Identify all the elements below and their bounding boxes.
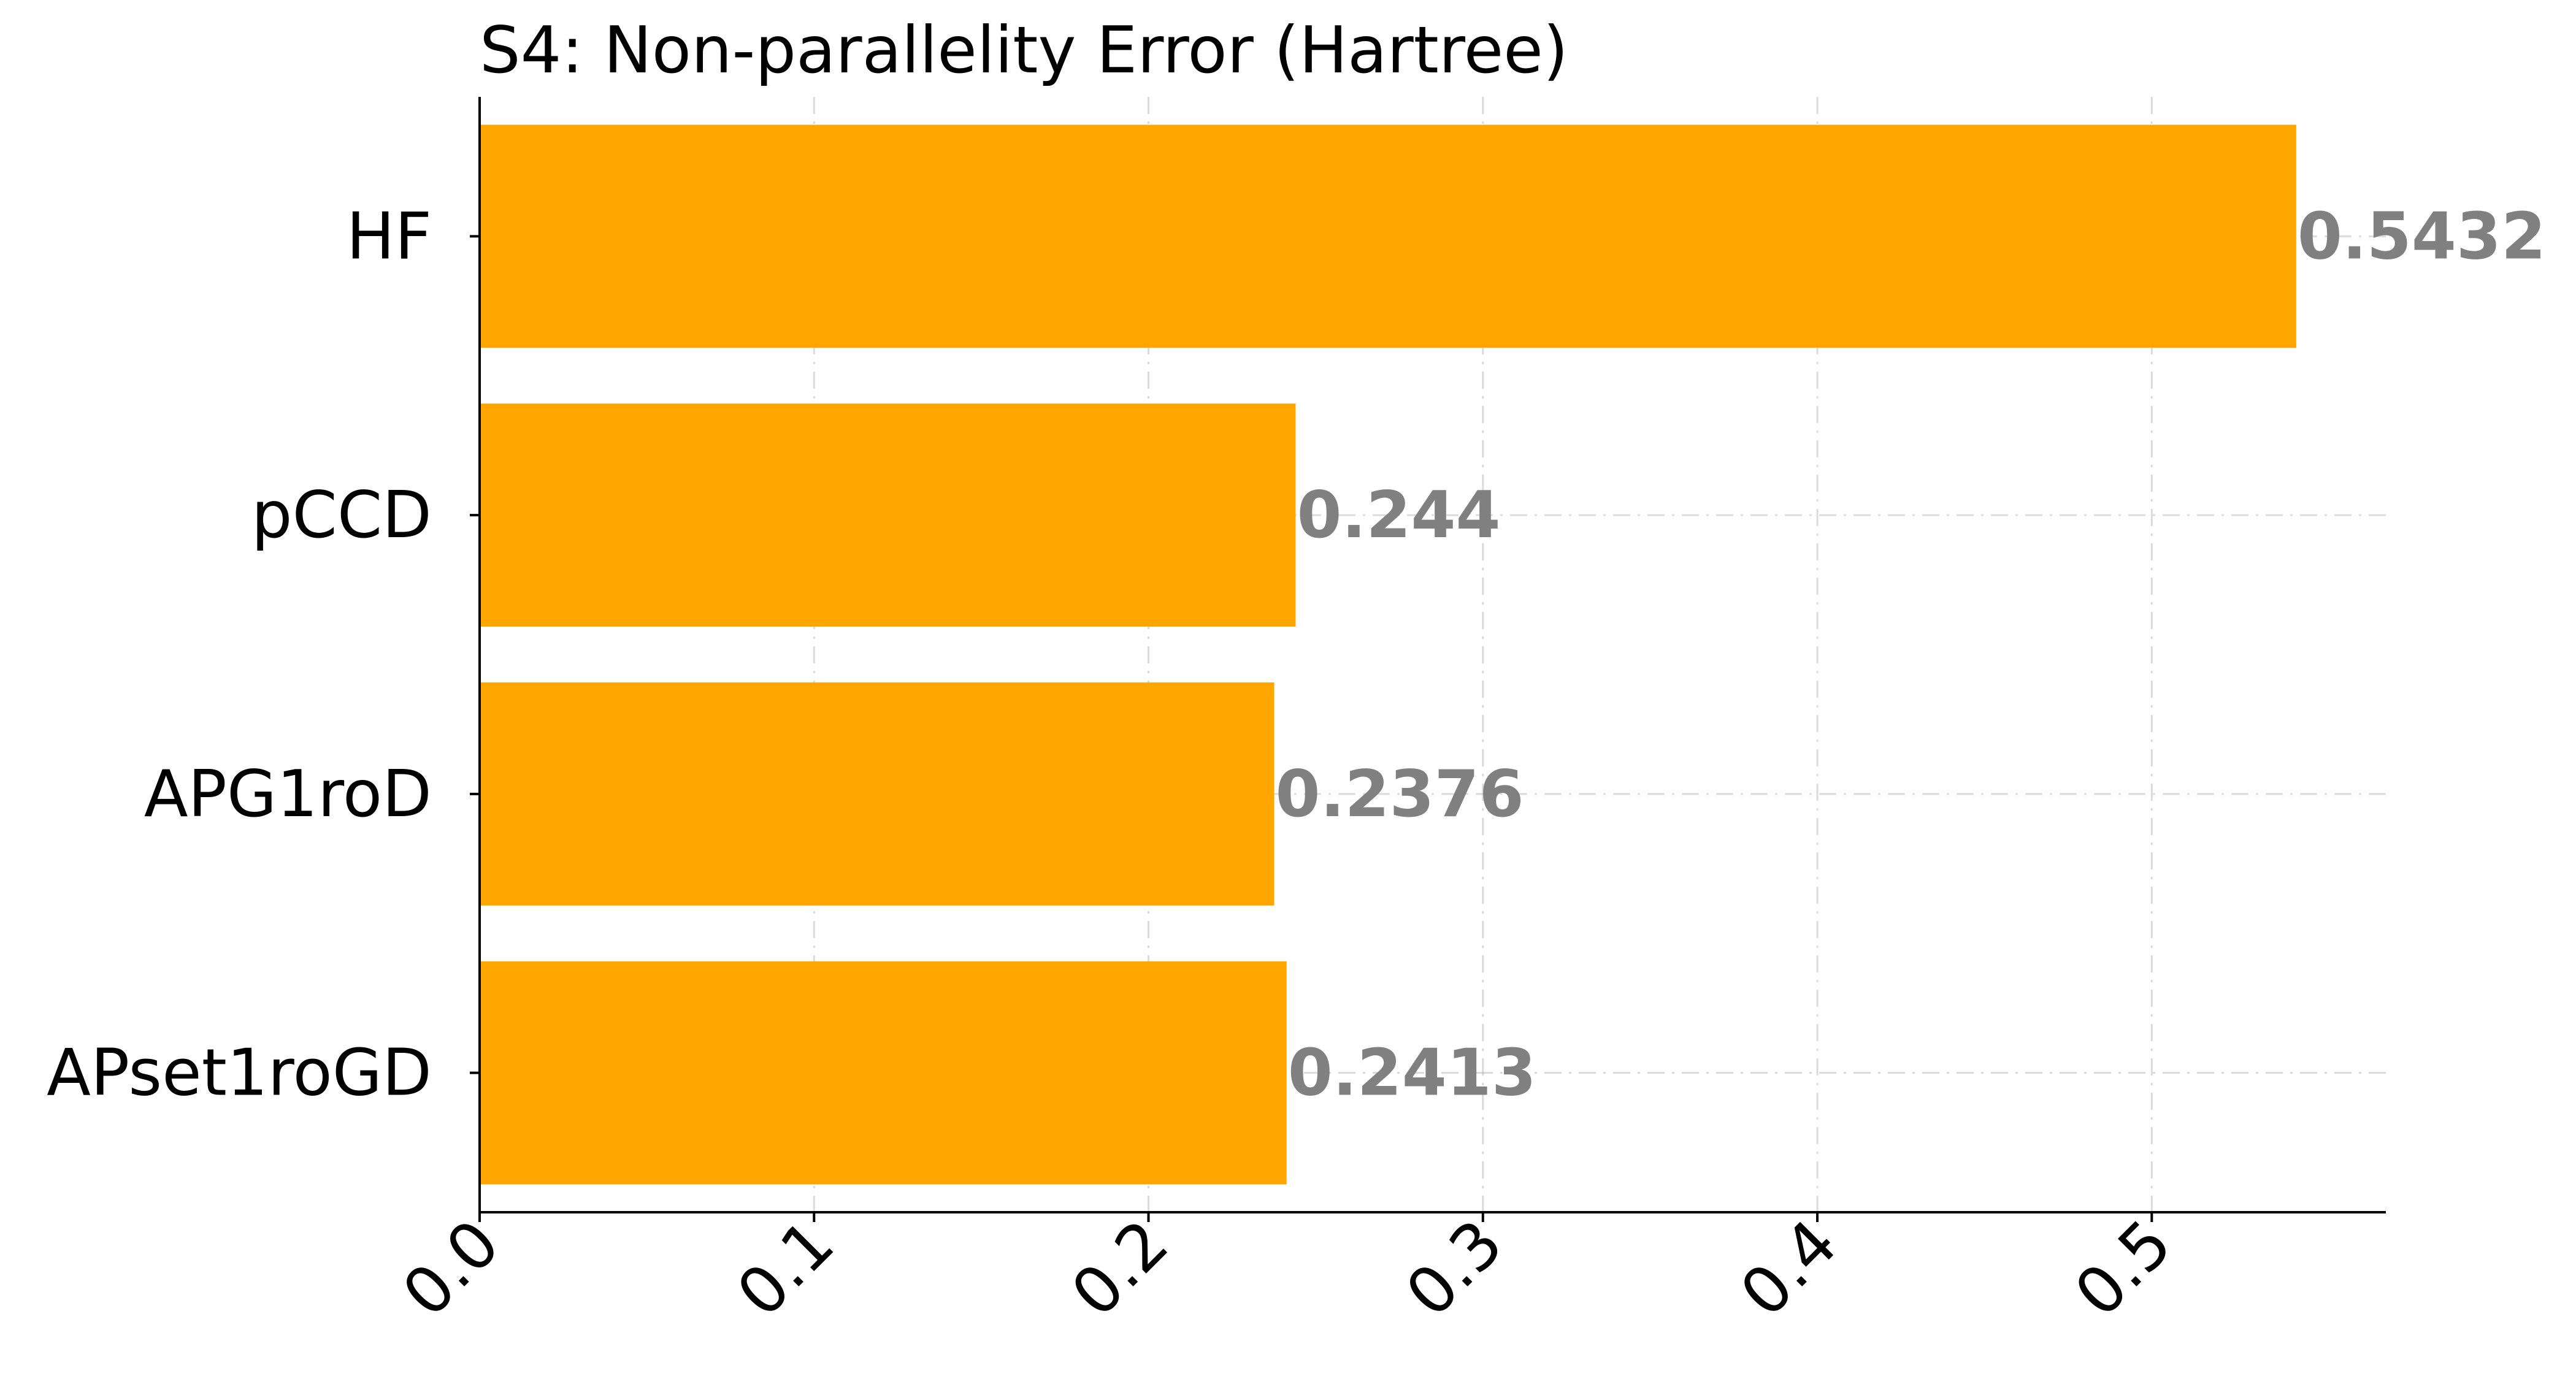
bar-value-label: 0.2376 xyxy=(1276,757,1524,831)
bar xyxy=(480,124,2296,348)
y-category-label: APset1roGD xyxy=(47,1036,432,1110)
bar-value-label: 0.244 xyxy=(1297,478,1500,552)
bar xyxy=(480,682,1275,906)
y-category-label: APG1roD xyxy=(144,757,432,831)
x-tick-label: 0.2 xyxy=(1057,1206,1183,1331)
x-tick-label: 0.0 xyxy=(388,1206,513,1331)
bar xyxy=(480,403,1296,627)
x-tick-label: 0.3 xyxy=(1392,1206,1517,1331)
bars-layer xyxy=(480,124,2296,1185)
axes-layer xyxy=(470,97,2386,1222)
y-category-label: HF xyxy=(347,199,432,273)
bar-value-label: 0.5432 xyxy=(2298,199,2546,273)
x-tick-label: 0.5 xyxy=(2061,1206,2186,1331)
x-tick-label: 0.1 xyxy=(723,1206,848,1331)
bar xyxy=(480,961,1287,1185)
bar-value-label: 0.2413 xyxy=(1288,1036,1536,1110)
y-category-label: pCCD xyxy=(251,478,432,552)
chart-title: S4: Non-parallelity Error (Hartree) xyxy=(480,13,1568,88)
x-tick-label: 0.4 xyxy=(1726,1206,1851,1331)
labels-layer: 0.0 0.1 0.2 0.3 0.4 0.5 HF 0.5432 pCCD 0.244 APG1r… xyxy=(47,199,2546,1331)
